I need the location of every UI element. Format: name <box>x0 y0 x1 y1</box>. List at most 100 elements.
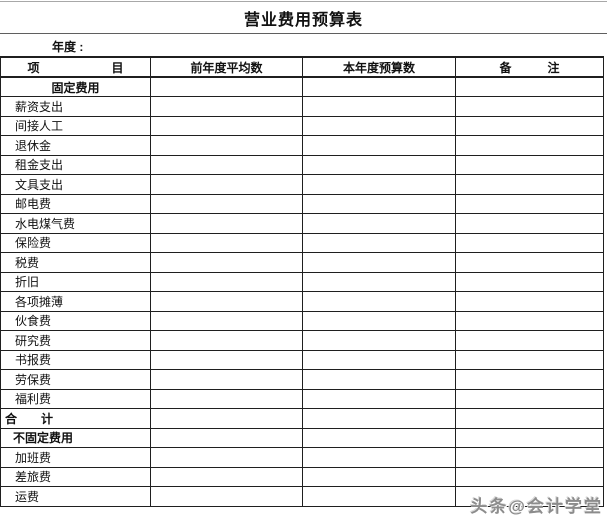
row-label: 不固定费用 <box>0 427 151 448</box>
table-row: 研究费 <box>0 330 604 351</box>
empty-value-cell <box>150 96 303 117</box>
row-label: 研究费 <box>0 330 151 351</box>
empty-value-cell <box>150 232 303 253</box>
empty-value-cell <box>150 193 303 214</box>
row-label: 差旅费 <box>0 466 151 487</box>
empty-value-cell <box>302 349 456 370</box>
table-row: 劳保费 <box>0 369 604 390</box>
empty-value-cell <box>150 291 303 312</box>
empty-value-cell <box>455 154 604 175</box>
table-row: 文具支出 <box>0 174 604 195</box>
empty-value-cell <box>455 291 604 312</box>
row-label: 劳保费 <box>0 369 151 390</box>
empty-value-cell <box>302 330 456 351</box>
empty-value-cell <box>150 369 303 390</box>
row-label: 薪资支出 <box>0 96 151 117</box>
row-label: 加班费 <box>0 447 151 468</box>
watermark-text: 头条@会计学堂 <box>470 497 603 516</box>
empty-value-cell <box>455 369 604 390</box>
empty-value-cell <box>455 96 604 117</box>
empty-value-cell <box>455 252 604 273</box>
column-header-remarks: 备 注 <box>455 56 604 78</box>
table-row: 运费 <box>0 486 604 507</box>
empty-value-cell <box>455 408 604 429</box>
empty-value-cell <box>455 76 604 97</box>
row-label: 折旧 <box>0 271 151 292</box>
empty-value-cell <box>150 486 303 507</box>
empty-value-cell <box>150 310 303 331</box>
budget-table-header: 项 目 前年度平均数 本年度预算数 备 注 <box>0 56 604 78</box>
column-header-item: 项 目 <box>0 56 151 78</box>
empty-value-cell <box>150 213 303 234</box>
empty-value-cell <box>455 232 604 253</box>
row-label: 租金支出 <box>0 154 151 175</box>
empty-value-cell <box>150 349 303 370</box>
empty-value-cell <box>150 388 303 409</box>
empty-value-cell <box>302 310 456 331</box>
budget-table-body: 固定费用 薪资支出 间接人工 退休金 租金支出 文具支出 邮电费 水电煤气费 保险费 税费 折旧 各项… <box>0 76 604 507</box>
empty-value-cell <box>150 427 303 448</box>
empty-value-cell <box>302 76 456 97</box>
empty-value-cell <box>302 291 456 312</box>
empty-value-cell <box>150 408 303 429</box>
empty-value-cell <box>150 76 303 97</box>
row-label: 邮电费 <box>0 193 151 214</box>
empty-value-cell <box>455 135 604 156</box>
row-label: 保险费 <box>0 232 151 253</box>
empty-value-cell <box>455 193 604 214</box>
empty-value-cell <box>150 271 303 292</box>
empty-value-cell <box>302 174 456 195</box>
row-label: 运费 <box>0 486 151 507</box>
table-row: 书报费 <box>0 349 604 370</box>
table-row: 伙食费 <box>0 310 604 331</box>
empty-value-cell <box>150 466 303 487</box>
empty-value-cell <box>302 447 456 468</box>
row-label: 水电煤气费 <box>0 213 151 234</box>
empty-value-cell <box>302 486 456 507</box>
empty-value-cell <box>302 96 456 117</box>
column-header-prev-year-average: 前年度平均数 <box>150 56 303 78</box>
table-row: 薪资支出 <box>0 96 604 117</box>
empty-value-cell <box>302 193 456 214</box>
table-row: 福利费 <box>0 388 604 409</box>
table-row: 不固定费用 <box>0 427 604 448</box>
table-row: 间接人工 <box>0 115 604 136</box>
empty-value-cell <box>150 135 303 156</box>
table-row: 水电煤气费 <box>0 213 604 234</box>
title-underline <box>0 33 607 34</box>
empty-value-cell <box>302 232 456 253</box>
empty-value-cell <box>302 271 456 292</box>
row-label: 退休金 <box>0 135 151 156</box>
empty-value-cell <box>455 447 604 468</box>
table-row: 固定费用 <box>0 76 604 97</box>
empty-value-cell <box>302 135 456 156</box>
row-label: 福利费 <box>0 388 151 409</box>
row-label: 书报费 <box>0 349 151 370</box>
empty-value-cell <box>455 115 604 136</box>
table-row: 退休金 <box>0 135 604 156</box>
table-row: 加班费 <box>0 447 604 468</box>
empty-value-cell <box>150 252 303 273</box>
row-label: 税费 <box>0 252 151 273</box>
row-label: 文具支出 <box>0 174 151 195</box>
empty-value-cell <box>455 271 604 292</box>
empty-value-cell <box>455 388 604 409</box>
empty-value-cell <box>302 154 456 175</box>
empty-value-cell <box>302 115 456 136</box>
empty-value-cell <box>302 252 456 273</box>
empty-value-cell <box>302 213 456 234</box>
table-row: 各项摊薄 <box>0 291 604 312</box>
empty-value-cell <box>455 486 604 507</box>
empty-value-cell <box>150 154 303 175</box>
empty-value-cell <box>150 447 303 468</box>
empty-value-cell <box>302 408 456 429</box>
table-row: 邮电费 <box>0 193 604 214</box>
table-row: 折旧 <box>0 271 604 292</box>
empty-value-cell <box>455 349 604 370</box>
empty-value-cell <box>455 310 604 331</box>
table-row: 保险费 <box>0 232 604 253</box>
empty-value-cell <box>302 388 456 409</box>
empty-value-cell <box>302 466 456 487</box>
row-label: 各项摊薄 <box>0 291 151 312</box>
empty-value-cell <box>455 427 604 448</box>
